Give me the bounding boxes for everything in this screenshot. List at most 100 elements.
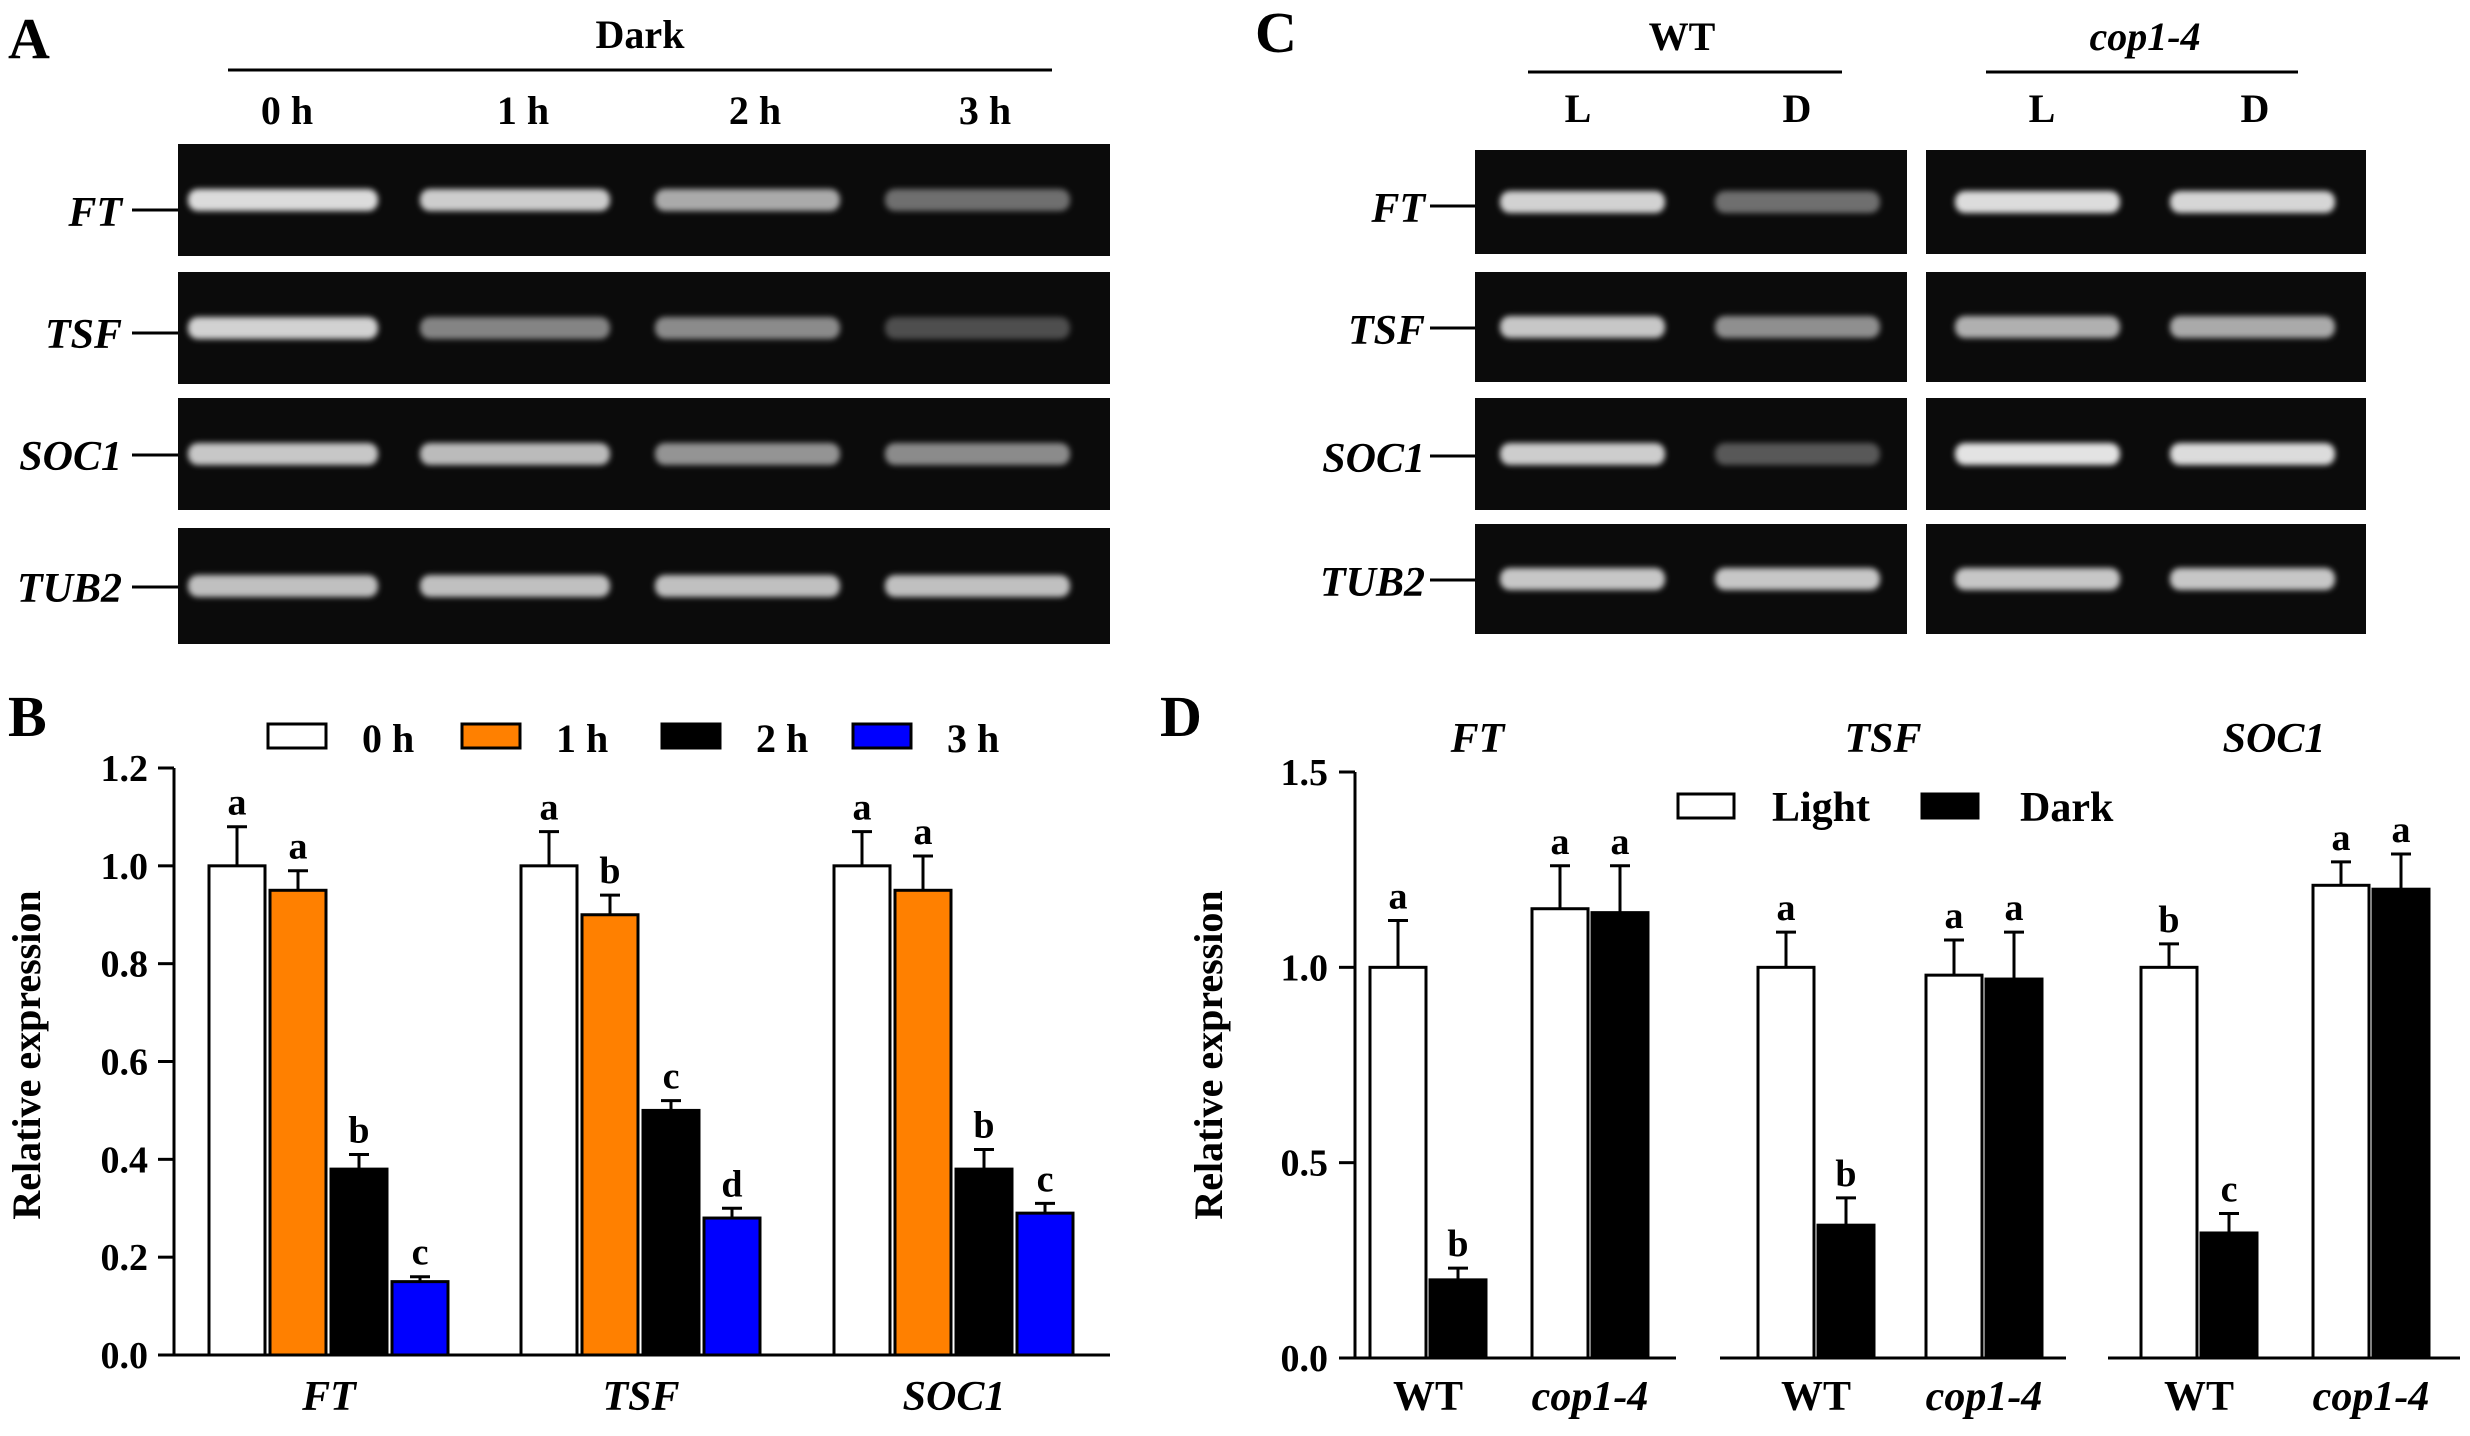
- legend: Light Dark: [1676, 785, 2114, 831]
- gel-blots: [132, 144, 1110, 644]
- bar: [1756, 965, 1816, 1360]
- bar: [1816, 1223, 1876, 1360]
- significance-letter: a: [2005, 887, 2024, 929]
- significance-letter: c: [663, 1056, 680, 1098]
- lane-label: 2 h: [729, 88, 781, 133]
- gene-label: TSF: [45, 312, 122, 358]
- bar: [954, 1167, 1014, 1357]
- y-tick-label: 1.5: [1281, 752, 1329, 794]
- gel-band: [1955, 316, 2120, 338]
- bar: [1015, 1211, 1075, 1357]
- subplot-gene-title: SOC1: [2223, 716, 2326, 762]
- y-tick-label: 1.0: [101, 846, 149, 888]
- significance-letter: c: [1037, 1158, 1054, 1200]
- panel-d: D Relative expression Light Dark 0.0 0.5 1.…: [1160, 684, 2460, 1420]
- y-tick-label: 1.2: [101, 748, 149, 790]
- significance-letter: a: [1389, 875, 1408, 917]
- bar: [1984, 977, 2044, 1360]
- genotype-label: WT: [1393, 1374, 1463, 1420]
- gene-label: FT: [67, 190, 124, 236]
- gel-band: [1955, 191, 2120, 213]
- gel-band: [655, 189, 840, 211]
- legend-label: 1 h: [556, 716, 608, 761]
- gel-band: [655, 317, 840, 339]
- panel-b-letter: B: [8, 684, 47, 749]
- dark-treatment-label: Dark: [596, 12, 686, 57]
- gene-labels: FT TSF SOC1 TUB2: [17, 190, 124, 612]
- legend-label: Light: [1772, 785, 1870, 831]
- subplot-gene-title: TSF: [1844, 716, 1921, 762]
- gel-blots: [1430, 150, 2366, 634]
- genotype-label: cop1-4: [1926, 1374, 2043, 1420]
- bar: [207, 864, 267, 1357]
- gel-band: [188, 575, 378, 597]
- genotype-label: cop1-4: [2313, 1374, 2430, 1420]
- significance-letter: b: [599, 850, 620, 892]
- gel-band: [1955, 443, 2120, 465]
- lane-label: 0 h: [261, 88, 313, 133]
- gel-band: [420, 317, 610, 339]
- gene-label: TUB2: [1320, 560, 1425, 606]
- legend-swatch: [266, 722, 328, 750]
- gel-band: [188, 189, 378, 211]
- bar: [2139, 965, 2199, 1360]
- legend-swatch: [1676, 792, 1736, 820]
- bar: [2199, 1231, 2259, 1360]
- gel-band: [1715, 443, 1880, 465]
- y-tick-label: 0.6: [101, 1042, 149, 1084]
- gel-band: [885, 189, 1070, 211]
- genotype-label-cop1: cop1-4: [2089, 14, 2200, 59]
- y-axis-label: Relative expression: [1186, 890, 1231, 1219]
- bar: [1428, 1278, 1488, 1360]
- y-axis-label: Relative expression: [4, 890, 49, 1219]
- bar: [390, 1280, 450, 1357]
- panel-a: A Dark 0 h 1 h 2 h 3 h FT TSF SOC1 TUB2: [8, 6, 1110, 644]
- gene-label: TUB2: [17, 566, 122, 612]
- gel-band: [1500, 443, 1665, 465]
- gel-band: [420, 443, 610, 465]
- y-tick-label: 0.8: [101, 944, 149, 986]
- significance-letter: b: [348, 1109, 369, 1151]
- genotype-label: cop1-4: [1532, 1374, 1649, 1420]
- gel-band: [1715, 568, 1880, 590]
- gel-band: [885, 575, 1070, 597]
- significance-letter: c: [2221, 1168, 2238, 1210]
- gel-band: [655, 575, 840, 597]
- legend-swatch: [851, 722, 913, 750]
- lane-label: D: [2241, 86, 2270, 131]
- bar: [641, 1108, 701, 1357]
- lane-label: 1 h: [497, 88, 549, 133]
- gel-band: [188, 317, 378, 339]
- legend-label: 3 h: [947, 716, 999, 761]
- lane-label: 3 h: [959, 88, 1011, 133]
- gel-band: [2170, 443, 2335, 465]
- bar: [580, 913, 640, 1357]
- lane-label: L: [1565, 86, 1592, 131]
- significance-letter: a: [1611, 821, 1630, 863]
- significance-letter: a: [1945, 895, 1964, 937]
- genotype-label: WT: [1781, 1374, 1851, 1420]
- category-label: FT: [301, 1374, 358, 1420]
- panel-c-letter: C: [1255, 0, 1297, 65]
- y-tick-label: 0.2: [101, 1237, 149, 1279]
- gel-band: [1955, 568, 2120, 590]
- lane-labels: 0 h 1 h 2 h 3 h: [261, 88, 1011, 133]
- gel-band: [885, 443, 1070, 465]
- bar: [1368, 965, 1428, 1360]
- significance-letter: b: [973, 1105, 994, 1147]
- bar: [702, 1216, 762, 1357]
- legend-swatch: [460, 722, 522, 750]
- significance-letter: a: [914, 811, 933, 853]
- significance-letter: a: [540, 787, 559, 829]
- significance-letter: b: [1835, 1153, 1856, 1195]
- category-label: TSF: [602, 1374, 679, 1420]
- legend-swatch: [660, 722, 722, 750]
- gene-label: SOC1: [1322, 436, 1425, 482]
- gel-band: [2170, 191, 2335, 213]
- panel-a-letter: A: [8, 6, 50, 71]
- lane-label: L: [2029, 86, 2056, 131]
- significance-letter: a: [289, 826, 308, 868]
- legend-swatch: [1920, 792, 1980, 820]
- gene-label: FT: [1370, 186, 1427, 232]
